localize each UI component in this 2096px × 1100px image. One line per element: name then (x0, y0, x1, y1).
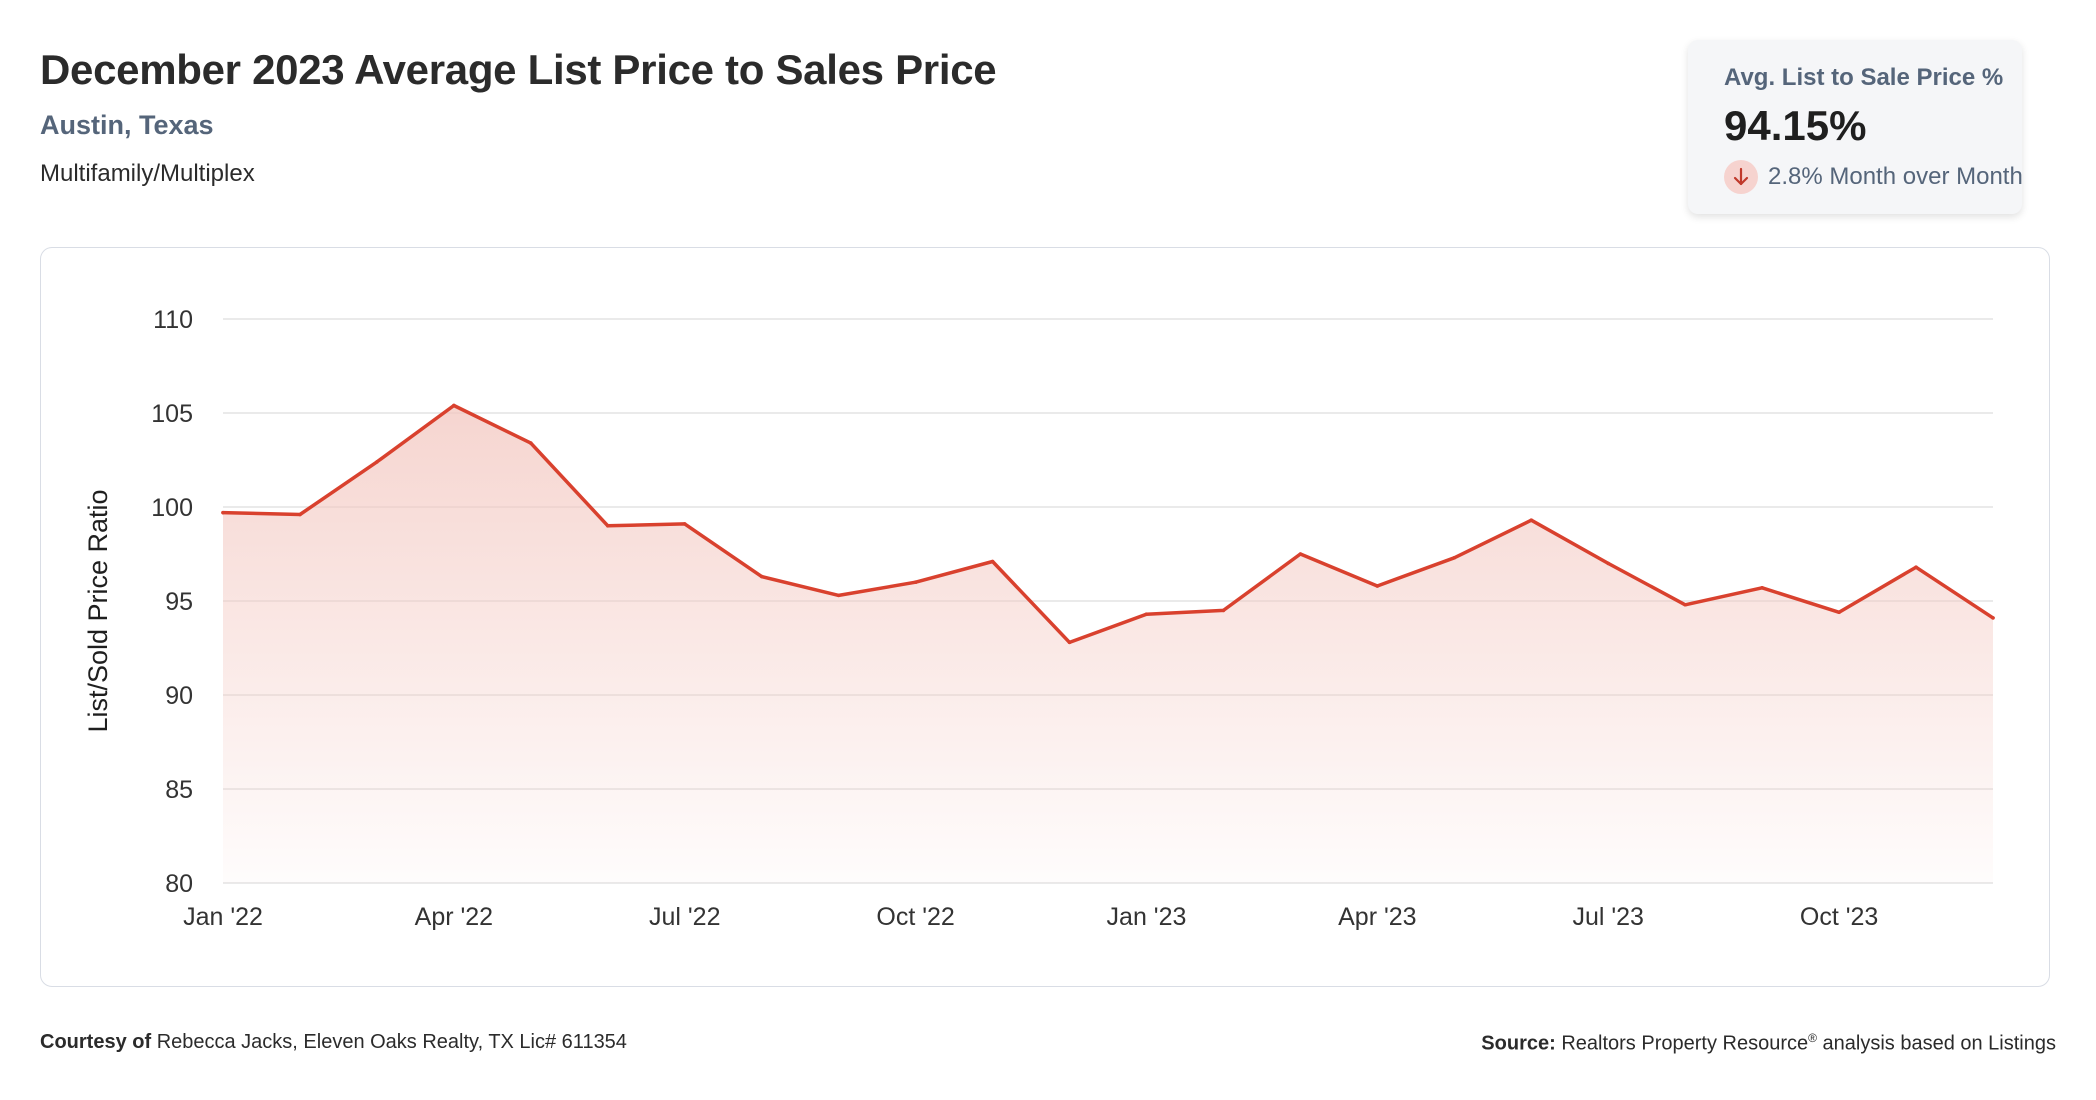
data-point (990, 559, 995, 564)
series-line (221, 403, 1995, 645)
courtesy-footer: Courtesy of Rebecca Jacks, Eleven Oaks R… (40, 1031, 627, 1054)
y-tick-label: 90 (165, 682, 193, 710)
x-tick-label: Jul '23 (1572, 903, 1643, 931)
x-tick-label: Jul '22 (649, 903, 720, 931)
data-point (913, 580, 918, 584)
series-area (223, 405, 1993, 883)
data-point (836, 593, 841, 598)
data-point (529, 441, 533, 445)
source-label: Source: (1481, 1032, 1556, 1055)
data-point (1375, 584, 1380, 588)
data-point (1914, 565, 1918, 569)
data-point (375, 460, 379, 464)
data-point (298, 512, 302, 517)
data-point (1606, 561, 1611, 566)
location-subtitle: Austin, Texas (40, 110, 214, 140)
property-type-label: Multifamily/Multiplex (40, 160, 255, 187)
kpi-change: 2.8% Month over Month (1724, 160, 2023, 194)
arrow-down-icon (1724, 160, 1758, 194)
data-point (452, 403, 456, 408)
courtesy-text: Rebecca Jacks, Eleven Oaks Realty, TX Li… (156, 1031, 627, 1053)
x-tick-label: Jan '22 (183, 903, 263, 931)
line-chart: 80 85 90 95 100 105 110 Jan '22 Apr '22 Jul '22 O… (83, 306, 1995, 931)
x-tick-label: Apr '23 (1338, 903, 1416, 931)
data-point (1067, 640, 1072, 645)
page-title: December 2023 Average List Price to Sale… (40, 46, 997, 93)
kpi-value: 94.15% (1724, 102, 1867, 149)
data-point (1683, 602, 1687, 607)
x-tick-label: Oct '23 (1800, 903, 1878, 931)
kpi-change-text: 2.8% Month over Month (1768, 163, 2023, 190)
registered-mark: ® (1808, 1031, 1817, 1045)
courtesy-label: Courtesy of (40, 1031, 152, 1053)
data-point (1221, 608, 1226, 613)
x-tick-label: Jan '23 (1107, 903, 1187, 931)
data-point (682, 522, 687, 526)
source-footer: Source: Realtors Property Resource® anal… (1481, 1031, 2056, 1056)
y-tick-label: 95 (165, 588, 193, 616)
y-tick-label: 85 (165, 776, 193, 804)
y-tick-label: 100 (151, 494, 193, 522)
data-point (1529, 518, 1534, 522)
kpi-card: Avg. List to Sale Price % 94.15% 2.8% Mo… (1688, 40, 2023, 214)
x-tick-label: Apr '22 (415, 903, 493, 931)
data-point (759, 574, 764, 579)
y-tick-label: 105 (151, 400, 193, 428)
data-point (1144, 612, 1149, 616)
data-point (1760, 586, 1764, 590)
source-text: analysis based on Listings (1822, 1032, 2056, 1055)
y-axis-label: List/Sold Price Ratio (83, 489, 113, 732)
data-point (1298, 552, 1303, 556)
kpi-label: Avg. List to Sale Price % (1724, 64, 2004, 91)
x-tick-label: Oct '22 (876, 903, 954, 931)
data-point (1991, 616, 1995, 620)
data-point (1452, 555, 1457, 560)
data-point (221, 510, 225, 515)
data-point (1837, 610, 1841, 615)
y-tick-label: 110 (153, 306, 193, 334)
y-tick-label: 80 (165, 870, 193, 898)
data-point (605, 524, 610, 528)
chart-card: 80 85 90 95 100 105 110 Jan '22 Apr '22 Jul '22 O… (40, 247, 2050, 987)
source-name: Realtors Property Resource (1561, 1032, 1809, 1055)
